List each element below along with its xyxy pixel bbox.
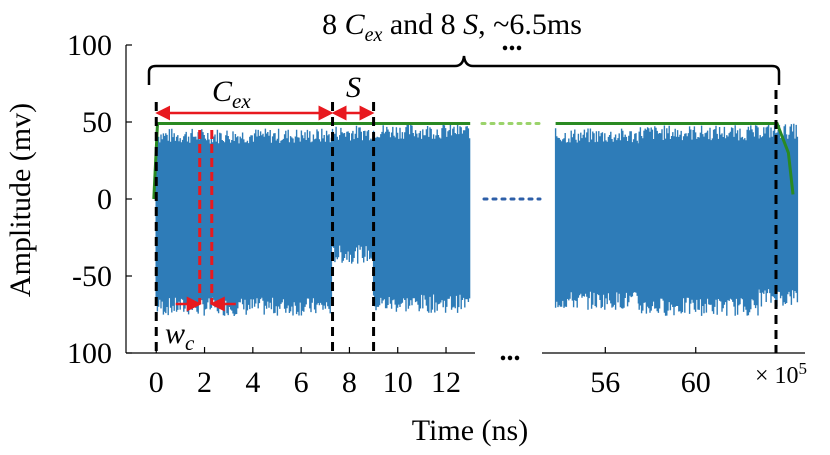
wc-label: wc [165, 317, 195, 355]
s-label: S [346, 71, 361, 104]
x-tick-label: 0 [149, 366, 164, 399]
top-ellipsis: ... [502, 26, 523, 57]
x-scale-label: × 105 [755, 359, 807, 389]
signal-segment-2 [372, 124, 471, 313]
cex-label: Cex [212, 75, 251, 113]
y-ticks: 100 50 0 -50 100 [67, 29, 132, 370]
envelope-line-right [555, 122, 795, 195]
x-ticks: 0 2 4 6 8 10 12 56 60 [149, 347, 711, 399]
x-tick-label: 12 [431, 366, 461, 399]
signal-segment-3 [554, 128, 640, 310]
signal-segment-0 [155, 128, 333, 316]
x-tick-label: 6 [294, 366, 309, 399]
x-tick-label: 2 [197, 366, 212, 399]
x-gap-ellipsis: ... [500, 336, 521, 367]
y-tick-label: -50 [72, 260, 112, 293]
signal-segment-4 [638, 125, 759, 316]
signal-series [155, 123, 799, 316]
y-tick-label: 100 [67, 29, 112, 62]
x-tick-label: 60 [681, 366, 711, 399]
y-tick-label: 100 [67, 337, 112, 370]
x-axis-label: Time (ns) [412, 414, 528, 447]
y-tick-label: 0 [97, 183, 112, 216]
signal-segment-5 [758, 123, 799, 307]
x-tick-label: 4 [245, 366, 260, 399]
y-axis-label: Amplitude (mv) [4, 103, 37, 297]
annotations [154, 90, 778, 353]
y-tick-label: 50 [82, 106, 112, 139]
top-brace [147, 55, 781, 85]
chart-title: 8 Cex and 8 S, ~6.5ms [322, 8, 582, 46]
x-tick-label: 56 [590, 366, 620, 399]
x-tick-label: 10 [383, 366, 413, 399]
x-tick-label: 8 [342, 366, 357, 399]
signal-segment-1 [331, 125, 374, 264]
